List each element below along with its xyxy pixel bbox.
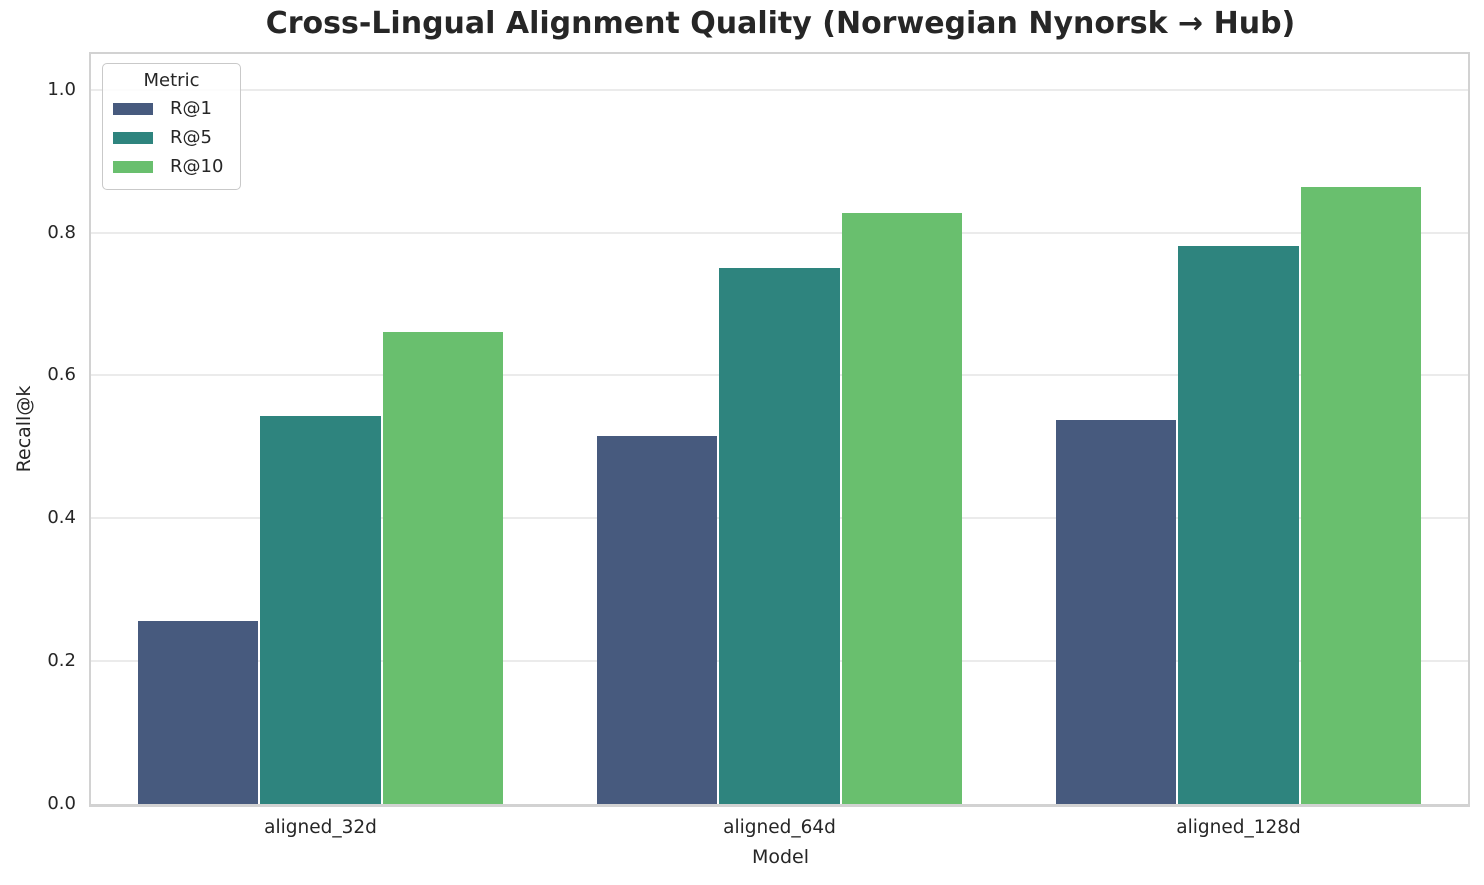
- xtick-aligned_32d: aligned_32d: [264, 817, 377, 838]
- bar-aligned_128d-R@10: [1300, 186, 1422, 804]
- legend-entries: R@1 R@5 R@10: [103, 94, 240, 181]
- legend-label-R@10: R@10: [170, 155, 224, 177]
- legend-label-R@5: R@5: [170, 126, 212, 148]
- bar-aligned_32d-R@5: [260, 416, 381, 804]
- ytick-1.0: 1.0: [47, 78, 76, 100]
- y-axis-label: Recall@k: [13, 385, 35, 473]
- ytick-0.6: 0.6: [47, 364, 76, 386]
- legend-swatch-R@10: [113, 160, 153, 173]
- xtick-aligned_64d: aligned_64d: [723, 817, 836, 838]
- legend-title: Metric: [143, 70, 200, 91]
- bar-aligned_32d-R@1: [137, 621, 259, 804]
- ytick-0.0: 0.0: [47, 793, 76, 814]
- ytick-0.2: 0.2: [47, 650, 76, 672]
- bar-aligned_64d-R@10: [841, 213, 963, 804]
- x-axis-label: Model: [751, 846, 810, 868]
- bar-aligned_64d-R@1: [596, 436, 718, 804]
- legend-entry-R@5: R@5: [103, 123, 240, 152]
- gridline-0.8: [91, 231, 1468, 234]
- legend-swatch-R@5: [113, 131, 153, 144]
- legend-label-R@1: R@1: [170, 97, 212, 119]
- legend-swatch-R@1: [113, 102, 153, 115]
- gridline-1.0: [91, 88, 1468, 91]
- bar-aligned_32d-R@10: [382, 331, 504, 804]
- chart-title: Cross-Lingual Alignment Quality (Norwegi…: [265, 6, 1296, 41]
- legend-entry-R@10: R@10: [103, 152, 240, 181]
- legend: Metric R@1 R@5 R@10: [102, 63, 241, 190]
- bar-aligned_64d-R@5: [719, 267, 840, 804]
- bar-aligned_128d-R@5: [1178, 246, 1299, 804]
- bar-aligned_128d-R@1: [1055, 420, 1177, 804]
- plot-inner: [91, 54, 1468, 804]
- xtick-aligned_128d: aligned_128d: [1176, 817, 1301, 838]
- plot-area: Metric R@1 R@5 R@10: [89, 52, 1470, 807]
- legend-entry-R@1: R@1: [103, 94, 240, 123]
- ytick-0.8: 0.8: [47, 221, 76, 243]
- ytick-0.4: 0.4: [47, 507, 76, 529]
